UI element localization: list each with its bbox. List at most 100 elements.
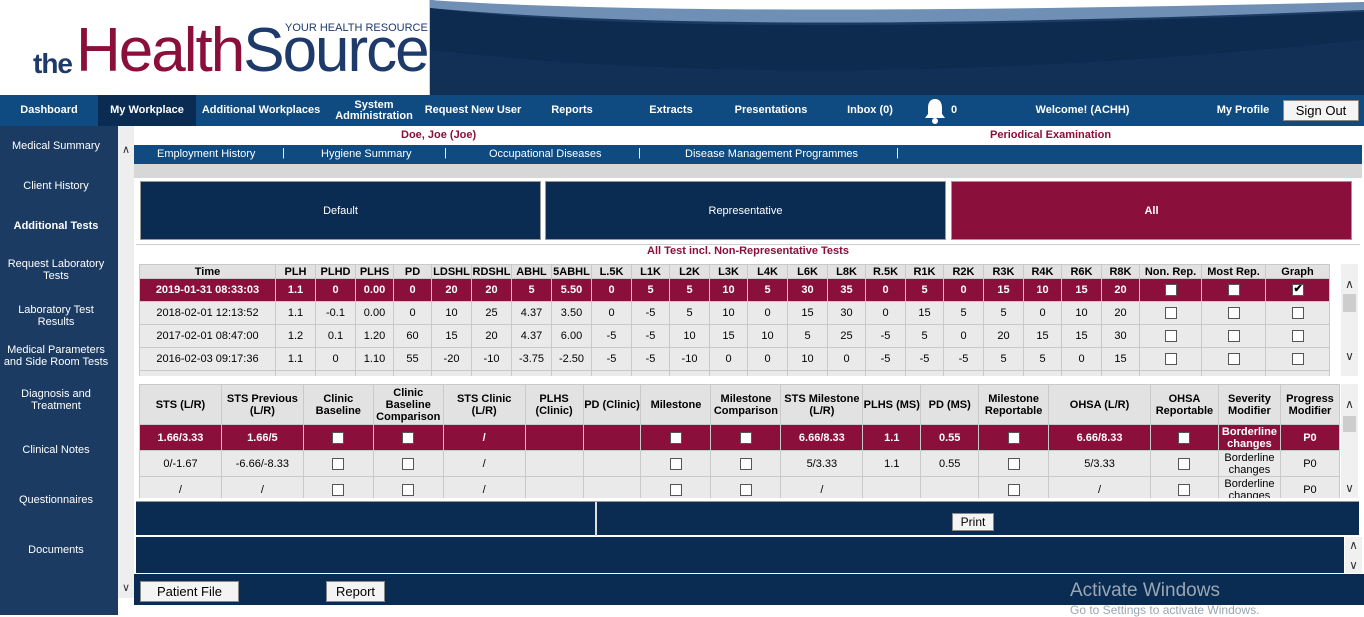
scroll-thumb[interactable]	[1343, 294, 1356, 312]
checkbox[interactable]	[669, 431, 682, 444]
column-header: L.5K	[591, 264, 632, 279]
tests-scrollbar[interactable]: ∧ ∨	[1341, 264, 1358, 376]
report-button[interactable]: Report	[326, 581, 385, 602]
scroll-down-icon[interactable]: ∨	[1349, 558, 1358, 572]
checkbox[interactable]	[1291, 282, 1304, 297]
nav-additional-workplaces[interactable]: Additional Workplaces	[201, 104, 321, 116]
checkbox[interactable]	[669, 483, 682, 496]
table-row[interactable]: 1.66/3.33 1.66/5/6.66/8.33 1.1 0.55 6.66/8.3…	[139, 424, 1340, 451]
sidebar-scrollbar[interactable]: ∧ ∨	[118, 126, 134, 598]
checkbox[interactable]	[1291, 307, 1304, 320]
filter-representative-button[interactable]: Representative	[545, 181, 946, 240]
table-cell: 3.50	[551, 301, 592, 325]
checkbox[interactable]	[1164, 330, 1177, 343]
table-cell: 10	[1023, 278, 1062, 302]
scroll-down-icon[interactable]: ∨	[1345, 349, 1354, 363]
checkbox[interactable]	[1007, 431, 1020, 444]
bell-icon[interactable]	[920, 95, 950, 126]
sidebar-item-additional-tests[interactable]: Additional Tests	[13, 220, 99, 232]
table-cell	[1149, 424, 1219, 451]
notes-scrollbar[interactable]: ∧ ∨	[1345, 537, 1362, 573]
table-cell: P0	[1279, 450, 1340, 477]
table-row[interactable]: 2019-01-31 08:33:03 1.1 0 0.00 0 20 20 5 5.50 0 5 5…	[139, 278, 1330, 302]
checkbox[interactable]	[1007, 457, 1020, 470]
sidebar-item-request-lab-tests[interactable]: Request Laboratory Tests	[7, 258, 105, 282]
checkbox[interactable]	[669, 457, 682, 470]
checkbox[interactable]	[402, 457, 415, 470]
sidebar-item-medical-summary[interactable]: Medical Summary	[11, 140, 101, 152]
table-row[interactable]: / / / / / Borderline changes P0	[139, 476, 1340, 498]
column-header: PLHS (MS)	[862, 384, 922, 425]
checkbox[interactable]	[332, 457, 345, 470]
checkbox[interactable]	[332, 431, 345, 444]
column-header: Clinic Baseline	[302, 384, 374, 425]
checkbox[interactable]	[739, 457, 752, 470]
sidebar-item-questionnaires[interactable]: Questionnaires	[19, 494, 93, 506]
filter-all-button[interactable]: All	[951, 181, 1352, 240]
checkbox[interactable]	[1227, 353, 1240, 366]
table-row[interactable]	[139, 370, 1330, 376]
column-header: PD (Clinic)	[582, 384, 642, 425]
checkbox[interactable]	[1227, 284, 1240, 297]
subnav-disease-management[interactable]: Disease Management Programmes	[685, 148, 859, 160]
sidebar-item-documents[interactable]: Documents	[28, 544, 84, 556]
checkbox[interactable]	[1227, 330, 1240, 343]
scroll-down-icon[interactable]: ∨	[121, 581, 131, 594]
table-cell: 10	[787, 347, 828, 371]
checkbox[interactable]	[1227, 307, 1240, 320]
sidebar-item-client-history[interactable]: Client History	[23, 180, 89, 192]
sidebar-item-lab-test-results[interactable]: Laboratory Test Results	[18, 304, 94, 328]
checkbox[interactable]	[739, 431, 752, 444]
checkbox[interactable]	[1164, 307, 1177, 320]
column-header: PD (MS)	[920, 384, 980, 425]
table-row[interactable]: 2016-02-03 09:17:36 1.1 0 1.10 55 -20 -10 -3.75…	[139, 347, 1330, 371]
checkbox[interactable]	[1164, 353, 1177, 366]
scroll-down-icon[interactable]: ∨	[1345, 481, 1354, 495]
sign-out-button[interactable]: Sign Out	[1283, 100, 1359, 121]
checkbox[interactable]	[332, 483, 345, 496]
scroll-thumb[interactable]	[1343, 416, 1356, 432]
checkbox[interactable]	[402, 431, 415, 444]
sidebar-item-medical-parameters[interactable]: Medical Parameters and Side Room Tests	[3, 344, 109, 368]
sidebar-item-diagnosis-treatment[interactable]: Diagnosis and Treatment	[21, 388, 91, 412]
nav-my-profile[interactable]: My Profile	[1216, 104, 1270, 116]
checkbox[interactable]	[1291, 330, 1304, 343]
checkbox[interactable]	[1007, 483, 1020, 496]
checkbox[interactable]	[1178, 431, 1191, 444]
table-cell: 10	[1061, 301, 1102, 325]
scroll-up-icon[interactable]: ∧	[1349, 538, 1358, 552]
nav-system-administration[interactable]: System Administration	[335, 98, 413, 122]
checkbox[interactable]	[1178, 457, 1191, 470]
table-row[interactable]: 0/-1.67 -6.66/-8.33/5/3.33 1.1 0.55 5/3.33 Bo…	[139, 450, 1340, 477]
sidebar-item-clinical-notes[interactable]: Clinical Notes	[22, 444, 90, 456]
table-cell	[582, 476, 642, 498]
column-header: OHSA Reportable	[1149, 384, 1219, 425]
table-cell: 0	[1023, 301, 1062, 325]
checkbox[interactable]	[402, 483, 415, 496]
nav-dashboard[interactable]: Dashboard	[20, 104, 78, 116]
nav-presentations[interactable]: Presentations	[734, 104, 808, 116]
table-cell: 20	[1101, 278, 1140, 302]
column-header: L4K	[747, 264, 788, 279]
scroll-up-icon[interactable]: ∧	[1345, 277, 1354, 291]
patient-file-button[interactable]: Patient File	[140, 581, 239, 602]
scroll-up-icon[interactable]: ∧	[121, 143, 131, 156]
filter-default-button[interactable]: Default	[140, 181, 541, 240]
checkbox[interactable]	[739, 483, 752, 496]
sts-scrollbar[interactable]: ∧ ∨	[1341, 384, 1358, 498]
subnav-employment-history[interactable]: Employment History	[157, 148, 256, 160]
table-row[interactable]: 2018-02-01 12:13:52 1.1 -0.1 0.00 0 10 25 4.37 3…	[139, 301, 1330, 325]
nav-extracts[interactable]: Extracts	[649, 104, 693, 116]
nav-my-workplace[interactable]: My Workplace	[98, 95, 196, 126]
table-row[interactable]: 2017-02-01 08:47:00 1.2 0.1 1.20 60 15 20 4.37 6…	[139, 324, 1330, 348]
checkbox[interactable]	[1164, 284, 1177, 297]
checkbox[interactable]	[1291, 353, 1304, 366]
print-button[interactable]: Print	[952, 513, 994, 531]
scroll-up-icon[interactable]: ∧	[1345, 397, 1354, 411]
subnav-hygiene-summary[interactable]: Hygiene Summary	[321, 148, 412, 160]
nav-request-new-user[interactable]: Request New User	[424, 104, 522, 116]
nav-inbox[interactable]: Inbox (0)	[847, 104, 893, 116]
checkbox[interactable]	[1178, 483, 1191, 496]
subnav-occupational-diseases[interactable]: Occupational Diseases	[489, 148, 602, 160]
nav-reports[interactable]: Reports	[551, 104, 593, 116]
